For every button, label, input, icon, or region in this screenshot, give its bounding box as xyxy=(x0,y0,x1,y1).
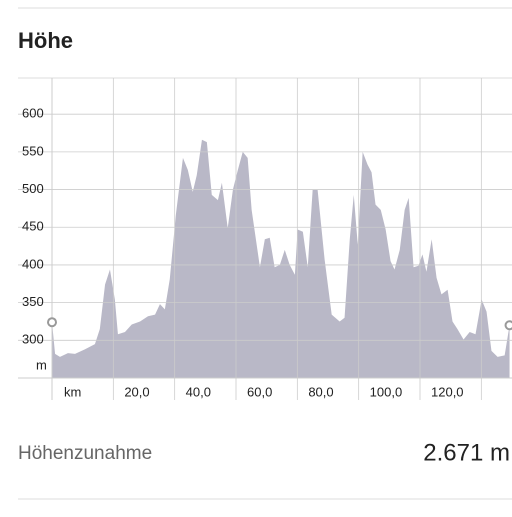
x-tick-label: 60,0 xyxy=(247,384,272,399)
summary-value: 2.671 m xyxy=(423,439,510,466)
start-marker xyxy=(47,317,57,328)
end-marker xyxy=(504,320,512,331)
y-tick-label: 300 xyxy=(22,332,44,347)
chart-title: Höhe xyxy=(18,28,73,53)
x-tick-label: 40,0 xyxy=(186,384,211,399)
x-tick-label: 100,0 xyxy=(370,384,403,399)
elevation-area xyxy=(52,139,510,378)
y-tick-label: 450 xyxy=(22,219,44,234)
y-tick-label: 350 xyxy=(22,294,44,309)
y-tick-label: 400 xyxy=(22,256,44,271)
y-tick-label: 550 xyxy=(22,143,44,158)
summary-label: Höhenzunahme xyxy=(18,443,152,464)
x-unit-label: km xyxy=(64,384,81,399)
x-tick-label: 80,0 xyxy=(308,384,333,399)
x-tick-label: 120,0 xyxy=(431,384,464,399)
x-tick-label: 20,0 xyxy=(124,384,149,399)
y-tick-label: 600 xyxy=(22,106,44,121)
plot: 300 350 400 450 500 550 600 m km 20,0 40,0 60,0 80,0… xyxy=(18,77,512,400)
y-unit-label: m xyxy=(36,357,47,372)
y-tick-label: 500 xyxy=(22,181,44,196)
